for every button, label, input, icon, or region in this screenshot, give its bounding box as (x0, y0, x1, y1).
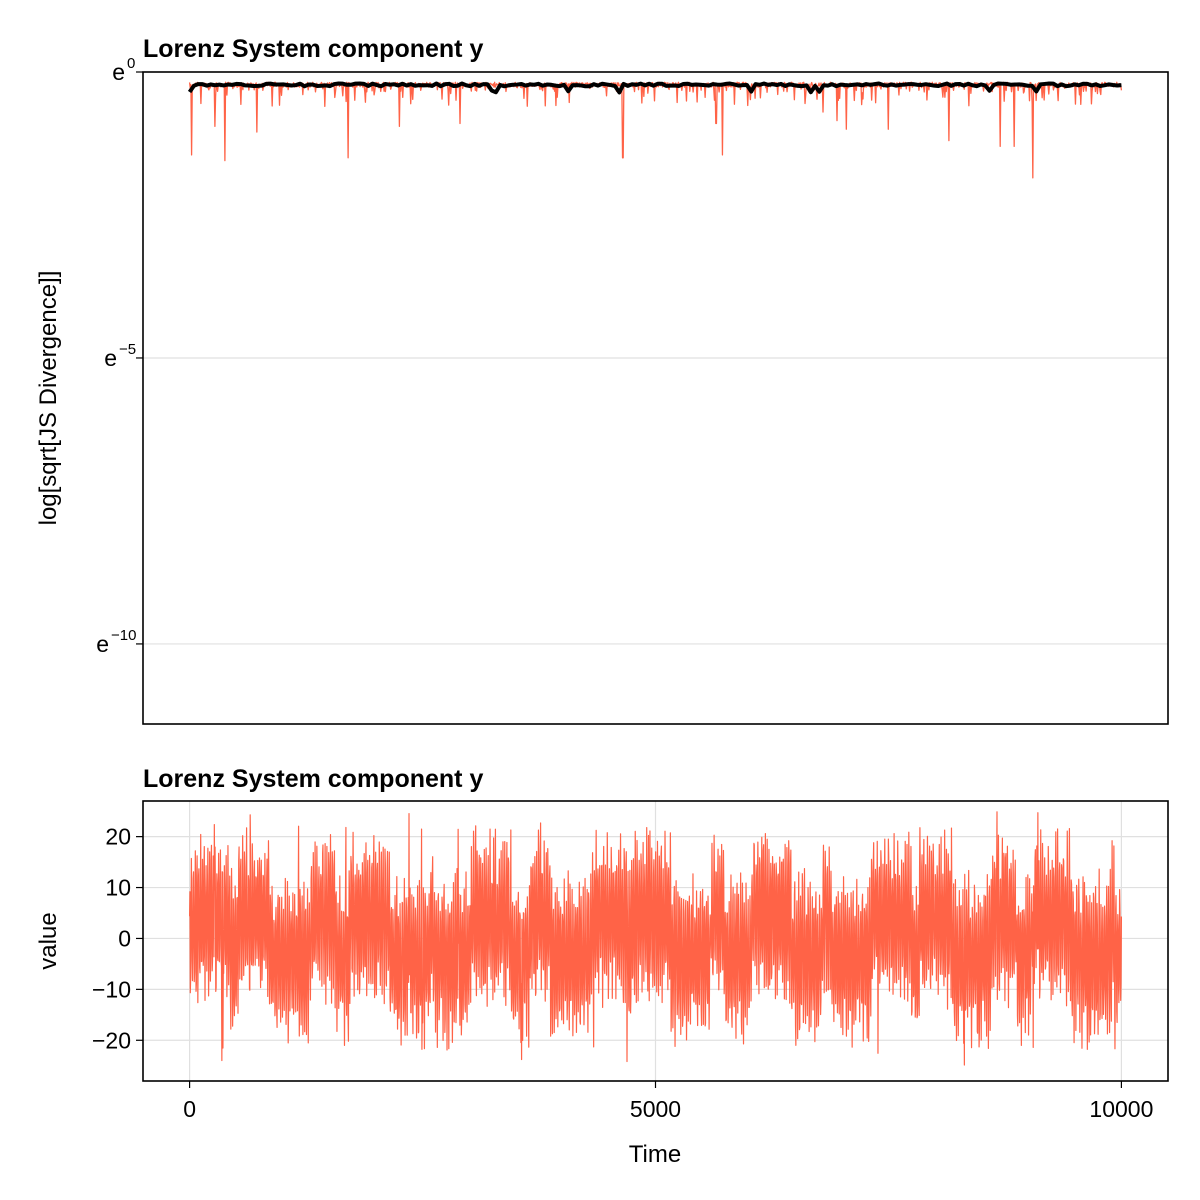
top-y-axis-label: log[sqrt[JS Divergence]] (35, 271, 62, 526)
top-y-tick-exponent: −10 (111, 627, 136, 644)
bottom-y-axis-label: value (35, 912, 62, 969)
bottom-y-tick-label: −10 (92, 976, 131, 1002)
top-chart-title: Lorenz System component y (143, 35, 483, 63)
bottom-panel: Lorenz System component y 20 10 0 −10 −20 0 5… (35, 765, 1169, 1168)
top-y-tick-label: e (112, 59, 125, 85)
top-series-line-black (187, 81, 1122, 95)
bottom-y-tick-label: 10 (105, 875, 131, 901)
top-gridlines (143, 357, 1168, 645)
bottom-series-line (188, 811, 1123, 1066)
top-series (187, 81, 1123, 179)
top-panel: Lorenz System component y e 0e −5e −10 log[… (35, 35, 1169, 725)
bottom-x-tick-label: 10000 (1089, 1096, 1153, 1122)
bottom-y-tick-label: 20 (105, 824, 131, 850)
top-y-tick-label: e (96, 631, 109, 657)
top-y-tick-exponent: 0 (127, 55, 135, 72)
top-y-tick-label: e (104, 345, 117, 371)
bottom-x-tick-label: 0 (183, 1096, 196, 1122)
bottom-y-tick-label: −20 (92, 1027, 131, 1053)
bottom-series (188, 811, 1123, 1066)
bottom-y-ticks: 20 10 0 −10 −20 (92, 824, 143, 1053)
bottom-x-tick-label: 5000 (630, 1096, 681, 1122)
bottom-x-axis-label: Time (629, 1141, 681, 1168)
top-y-ticks: e 0e −5e −10 (96, 55, 143, 657)
top-y-tick-exponent: −5 (119, 341, 136, 358)
bottom-x-ticks: 0 5000 10000 (183, 1081, 1153, 1122)
top-plot-frame (142, 71, 1169, 725)
bottom-chart-title: Lorenz System component y (143, 765, 483, 793)
bottom-y-tick-label: 0 (118, 925, 131, 951)
